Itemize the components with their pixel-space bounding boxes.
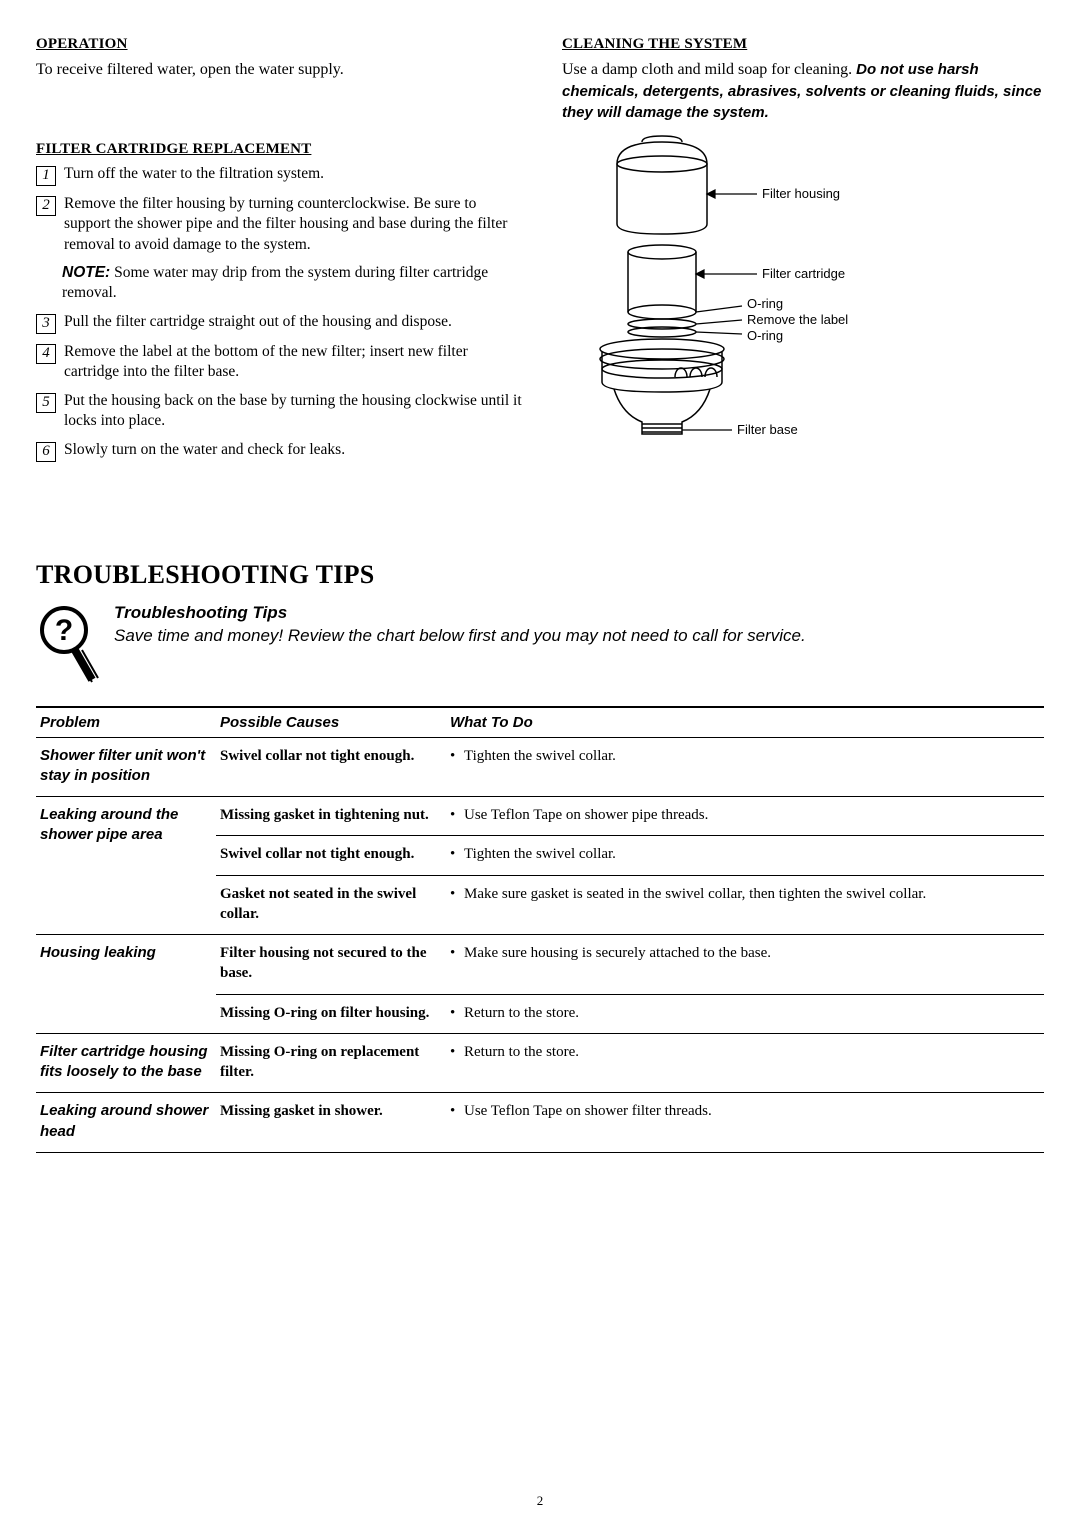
step-6-text: Slowly turn on the water and check for l…	[64, 440, 345, 460]
operation-text: To receive filtered water, open the wate…	[36, 59, 526, 81]
table-row: Leaking around the shower pipe area Miss…	[36, 797, 1044, 836]
step-4: 4 Remove the label at the bottom of the …	[36, 342, 526, 383]
step-3: 3 Pull the filter cartridge straight out…	[36, 312, 526, 334]
r1-problem: Shower filter unit won't stay in positio…	[36, 737, 216, 797]
r5-do: Use Teflon Tape on shower filter threads…	[450, 1101, 1040, 1121]
tt-intro-body: Save time and money! Review the chart be…	[114, 626, 806, 645]
diagram-label-base: Filter base	[737, 422, 798, 437]
r2-cause1: Missing gasket in tightening nut.	[216, 797, 446, 836]
r3-problem: Housing leaking	[36, 935, 216, 1034]
step-5-text: Put the housing back on the base by turn…	[64, 391, 526, 432]
troubleshooting-intro: ? Troubleshooting Tips Save time and mon…	[36, 602, 1044, 688]
note-text: Some water may drip from the system duri…	[62, 264, 488, 301]
svg-text:?: ?	[55, 614, 73, 647]
note-lead: NOTE:	[62, 264, 110, 281]
r1-cause: Swivel collar not tight enough.	[216, 737, 446, 797]
top-two-column: OPERATION To receive filtered water, ope…	[36, 36, 1044, 470]
r2-cause3: Gasket not seated in the swivel collar.	[216, 875, 446, 935]
r3-cause1: Filter housing not secured to the base.	[216, 935, 446, 995]
r4-cause: Missing O-ring on replacement filter.	[216, 1033, 446, 1093]
diagram-label-oring2: O-ring	[747, 328, 783, 343]
diagram-label-cartridge: Filter cartridge	[762, 266, 845, 281]
r2-cause2: Swivel collar not tight enough.	[216, 836, 446, 875]
step-1: 1 Turn off the water to the filtration s…	[36, 164, 526, 186]
r3-do1: Make sure housing is securely attached t…	[450, 943, 1040, 963]
th-what: What To Do	[446, 707, 1044, 738]
th-problem: Problem	[36, 707, 216, 738]
diagram-label-housing: Filter housing	[762, 186, 840, 201]
r5-problem: Leaking around shower head	[36, 1093, 216, 1153]
r2-do3: Make sure gasket is seated in the swivel…	[450, 884, 1040, 904]
table-row: Filter cartridge housing fits loosely to…	[36, 1033, 1044, 1093]
r3-cause2: Missing O-ring on filter housing.	[216, 994, 446, 1033]
filter-diagram: Filter housing Filter cartridge O-ring R…	[562, 134, 1044, 469]
step-2-note: NOTE: Some water may drip from the syste…	[62, 263, 526, 304]
page-number: 2	[36, 1493, 1044, 1509]
cleaning-heading: CLEANING THE SYSTEM	[562, 36, 1044, 53]
tt-intro-heading: Troubleshooting Tips	[114, 602, 806, 625]
r4-problem: Filter cartridge housing fits loosely to…	[36, 1033, 216, 1093]
troubleshooting-title: TROUBLESHOOTING TIPS	[36, 560, 1044, 590]
step-number-6: 6	[36, 442, 56, 462]
step-4-text: Remove the label at the bottom of the ne…	[64, 342, 526, 383]
right-column: CLEANING THE SYSTEM Use a damp cloth and…	[562, 36, 1044, 470]
replacement-steps: 1 Turn off the water to the filtration s…	[36, 164, 526, 462]
r3-do2: Return to the store.	[450, 1003, 1040, 1023]
step-1-text: Turn off the water to the filtration sys…	[64, 164, 324, 184]
troubleshooting-intro-text: Troubleshooting Tips Save time and money…	[114, 602, 806, 648]
r4-do: Return to the store.	[450, 1042, 1040, 1062]
step-5: 5 Put the housing back on the base by tu…	[36, 391, 526, 432]
step-6: 6 Slowly turn on the water and check for…	[36, 440, 526, 462]
table-row: Leaking around shower head Missing gaske…	[36, 1093, 1044, 1153]
cleaning-text: Use a damp cloth and mild soap for clean…	[562, 59, 1044, 124]
left-column: OPERATION To receive filtered water, ope…	[36, 36, 526, 470]
step-number-3: 3	[36, 314, 56, 334]
th-causes: Possible Causes	[216, 707, 446, 738]
replacement-heading: FILTER CARTRIDGE REPLACEMENT	[36, 141, 526, 158]
r2-do1: Use Teflon Tape on shower pipe threads.	[450, 805, 1040, 825]
diagram-label-remove: Remove the label	[747, 312, 848, 327]
step-number-4: 4	[36, 344, 56, 364]
step-2-text: Remove the filter housing by turning cou…	[64, 194, 526, 255]
table-row: Shower filter unit won't stay in positio…	[36, 737, 1044, 797]
cleaning-lead: Use a damp cloth and mild soap for clean…	[562, 61, 852, 78]
r1-do: Tighten the swivel collar.	[450, 746, 1040, 766]
step-3-text: Pull the filter cartridge straight out o…	[64, 312, 452, 332]
step-2: 2 Remove the filter housing by turning c…	[36, 194, 526, 255]
r2-problem: Leaking around the shower pipe area	[36, 797, 216, 935]
diagram-label-oring1: O-ring	[747, 296, 783, 311]
troubleshooting-table: Problem Possible Causes What To Do Showe…	[36, 706, 1044, 1153]
step-number-1: 1	[36, 166, 56, 186]
step-number-2: 2	[36, 196, 56, 216]
table-row: Housing leaking Filter housing not secur…	[36, 935, 1044, 995]
magnifier-icon: ?	[36, 602, 100, 688]
r2-do2: Tighten the swivel collar.	[450, 844, 1040, 864]
step-number-5: 5	[36, 393, 56, 413]
r5-cause: Missing gasket in shower.	[216, 1093, 446, 1153]
operation-heading: OPERATION	[36, 36, 526, 53]
